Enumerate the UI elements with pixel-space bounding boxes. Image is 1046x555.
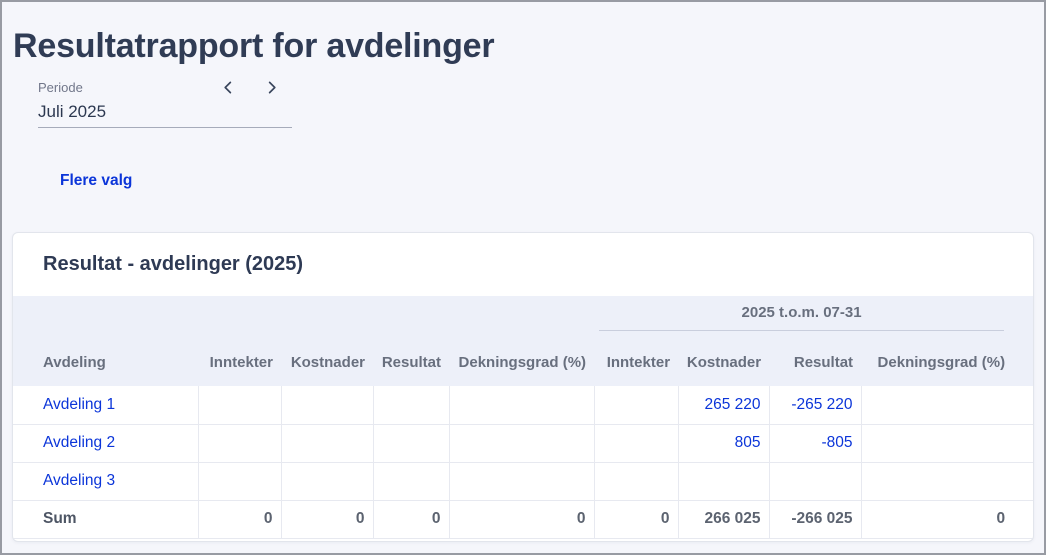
table-cell — [860, 461, 1033, 501]
group-header-cell: 2025 t.o.m. 07-31 — [594, 296, 1033, 333]
previous-period-button[interactable] — [218, 77, 239, 98]
department-link[interactable]: Avdeling 3 — [43, 472, 116, 490]
table-cell — [197, 423, 281, 463]
table-cell — [768, 461, 862, 501]
table-cell — [677, 461, 770, 501]
chevron-left-icon — [221, 80, 236, 95]
table-cell — [593, 461, 679, 501]
table-cell: -805 — [768, 423, 862, 463]
column-header-inntekter-ytd: Inntekter — [594, 332, 679, 387]
column-header-dekningsgrad: Dekningsgrad (%) — [449, 332, 595, 387]
column-header-kostnader: Kostnader — [281, 332, 373, 387]
table-row-avdeling-2: Avdeling 2 805 -805 — [13, 423, 1033, 463]
group-header-spacer — [13, 296, 595, 333]
more-options-link[interactable]: Flere valg — [60, 172, 133, 190]
table-cell — [372, 461, 449, 501]
report-table: 2025 t.o.m. 07-31 Avdeling Inntekter Kos… — [13, 296, 1033, 539]
sum-cell: 0 — [280, 499, 373, 539]
column-header-kostnader-ytd: Kostnader — [678, 332, 770, 387]
report-card: Resultat - avdelinger (2025) 2025 t.o.m.… — [12, 232, 1034, 543]
period-selector: Periode Juli 2025 — [38, 77, 292, 129]
column-header-dekningsgrad-ytd: Dekningsgrad (%) — [861, 332, 1033, 387]
table-row-avdeling-3: Avdeling 3 — [13, 461, 1033, 501]
table-cell: Avdeling 3 — [13, 461, 198, 501]
table-cell — [280, 461, 373, 501]
drilldown-link[interactable]: 805 — [734, 434, 761, 452]
column-header-inntekter: Inntekter — [198, 332, 281, 387]
table-cell — [197, 461, 281, 501]
sum-cell: 0 — [448, 499, 595, 539]
table-cell — [448, 423, 595, 463]
sum-row: Sum 0 0 0 0 0 266 025 -266 025 0 — [13, 499, 1033, 539]
table-cell — [860, 423, 1033, 463]
table-cell — [372, 423, 449, 463]
drilldown-link[interactable]: -265 220 — [791, 396, 853, 414]
table-cell: 805 — [677, 423, 770, 463]
page-title: Resultatrapport for avdelinger — [13, 27, 495, 65]
table-cell — [860, 386, 1033, 425]
sum-cell: 0 — [197, 499, 281, 539]
group-header-row: 2025 t.o.m. 07-31 — [13, 296, 1033, 333]
table-cell: Avdeling 2 — [13, 423, 198, 463]
table-cell: Avdeling 1 — [13, 386, 198, 424]
report-title: Resultat - avdelinger (2025) — [43, 253, 304, 276]
column-header-row: Avdeling Inntekter Kostnader Resultat De… — [13, 332, 1033, 387]
sum-cell: 0 — [372, 499, 449, 539]
table-cell: -265 220 — [768, 386, 862, 425]
sum-cell: 0 — [593, 499, 679, 539]
department-link[interactable]: Avdeling 2 — [43, 434, 116, 452]
table-cell — [593, 386, 679, 425]
table-cell — [593, 423, 679, 463]
department-link[interactable]: Avdeling 1 — [43, 396, 116, 414]
period-input[interactable]: Juli 2025 — [38, 101, 292, 129]
drilldown-link[interactable]: -805 — [821, 434, 853, 452]
sum-label: Sum — [13, 499, 198, 539]
table-cell — [197, 386, 281, 425]
column-header-resultat: Resultat — [373, 332, 449, 387]
table-cell — [372, 386, 449, 425]
period-label: Periode — [38, 80, 83, 96]
column-header-avdeling: Avdeling — [13, 332, 198, 387]
sum-cell: 266 025 — [677, 499, 770, 539]
table-cell: 265 220 — [677, 386, 770, 425]
period-group-header: 2025 t.o.m. 07-31 — [599, 304, 1005, 332]
next-period-button[interactable] — [261, 77, 282, 98]
table-cell — [280, 423, 373, 463]
table-cell — [280, 386, 373, 425]
table-cell — [448, 461, 595, 501]
chevron-right-icon — [264, 80, 279, 95]
drilldown-link[interactable]: 265 220 — [704, 396, 761, 414]
column-header-resultat-ytd: Resultat — [769, 332, 862, 387]
sum-cell: 0 — [860, 499, 1033, 539]
sum-cell: -266 025 — [768, 499, 862, 539]
table-cell — [448, 386, 595, 425]
table-row-avdeling-1: Avdeling 1 265 220 -265 220 — [13, 386, 1033, 425]
